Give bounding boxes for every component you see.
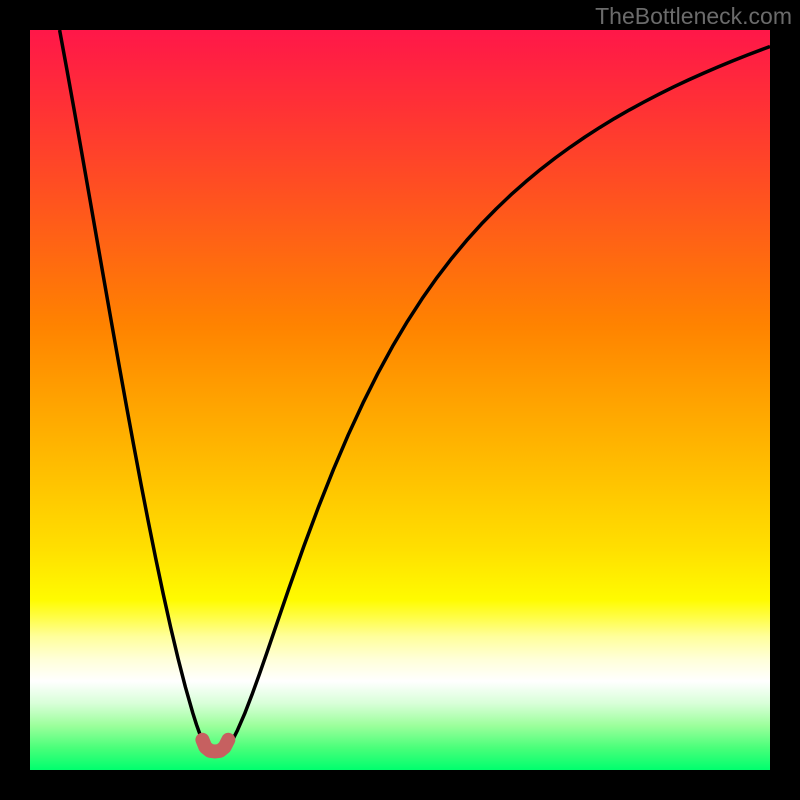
chart-background-gradient: [30, 30, 770, 770]
bottleneck-curve-chart: [0, 0, 800, 800]
chart-svg-container: [0, 0, 800, 800]
watermark-text: TheBottleneck.com: [595, 3, 792, 30]
chart-root: TheBottleneck.com: [0, 0, 800, 800]
